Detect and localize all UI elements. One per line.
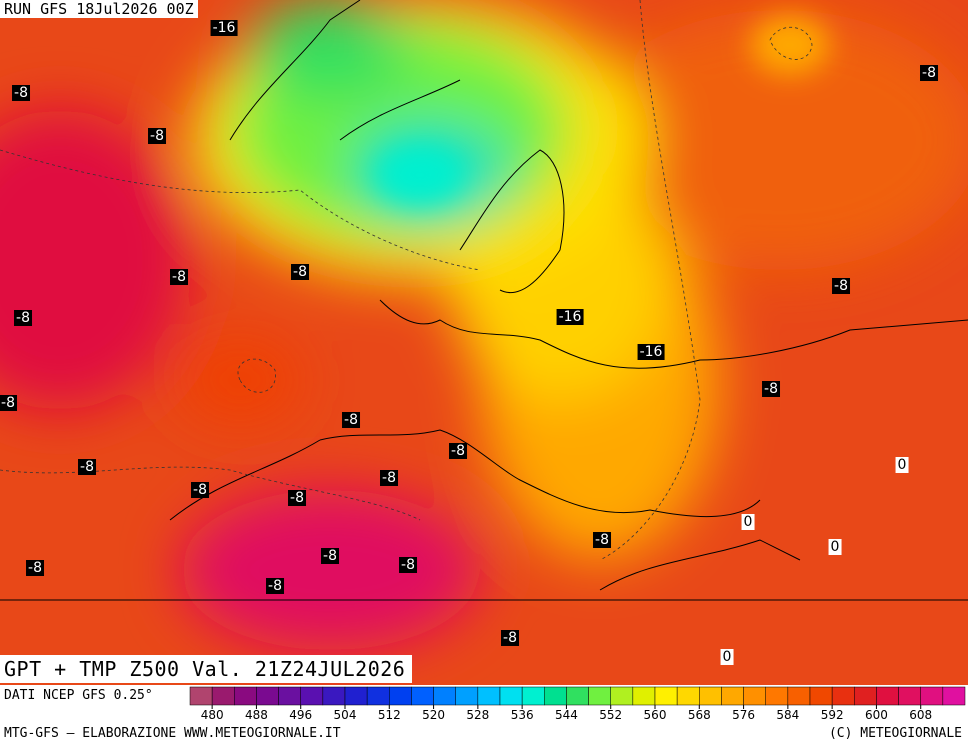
colorbar-swatch <box>433 686 456 706</box>
colorbar-tick-label: 584 <box>776 708 799 722</box>
temperature-label: -8 <box>501 630 519 646</box>
colorbar-tick-label: 608 <box>909 708 932 722</box>
temperature-label: -8 <box>191 482 209 498</box>
colorbar-swatch <box>189 686 213 706</box>
temperature-label: -16 <box>210 20 238 36</box>
temperature-label: -8 <box>12 85 30 101</box>
colorbar-swatch <box>300 686 324 706</box>
colorbar-tick-label: 480 <box>201 708 224 722</box>
colorbar-swatch <box>721 686 744 706</box>
colorbar-swatch <box>743 686 766 706</box>
temperature-label: -8 <box>148 128 166 144</box>
colorbar-tick-label: 488 <box>245 708 268 722</box>
temperature-label: 0 <box>741 514 755 530</box>
map-title: GPT + TMP Z500 Val. 21Z24JUL2026 <box>0 655 412 683</box>
colorbar-swatch <box>942 686 966 706</box>
colorbar-swatch <box>389 686 412 706</box>
colorbar-tick-label: 512 <box>378 708 401 722</box>
colorbar-swatch <box>322 686 346 706</box>
colorbar-swatch <box>676 686 700 706</box>
colorbar-swatch <box>521 686 545 706</box>
colorbar-swatch <box>831 686 855 706</box>
colorbar: 480 488 496 504 512 520 528 536 544 552 560 568 576 5… <box>189 686 966 722</box>
colorbar-swatch <box>654 686 678 706</box>
colorbar-swatch <box>544 686 567 706</box>
colorbar-swatch <box>588 686 611 706</box>
colorbar-swatch <box>787 686 811 706</box>
colorbar-tick-label: 536 <box>511 708 534 722</box>
source-note: DATI NCEP GFS 0.25° <box>4 688 153 703</box>
temperature-label: -8 <box>288 490 306 506</box>
colorbar-swatch <box>477 686 501 706</box>
colorbar-tick-label: 528 <box>466 708 489 722</box>
temperature-label: -8 <box>832 278 850 294</box>
map <box>0 0 968 685</box>
temperature-label: -8 <box>449 443 467 459</box>
credits-right: (C) METEOGIORNALE <box>828 726 962 741</box>
colorbar-swatch <box>499 686 523 706</box>
colorbar-swatch <box>366 686 390 706</box>
temperature-label: -8 <box>342 412 360 428</box>
temperature-label: -8 <box>0 395 17 411</box>
temperature-label: -8 <box>266 578 284 594</box>
temperature-label: -8 <box>399 557 417 573</box>
temperature-label: 0 <box>895 457 909 473</box>
temperature-label: -8 <box>170 269 188 285</box>
colorbar-swatch <box>610 686 634 706</box>
colorbar-tick-label: 496 <box>289 708 312 722</box>
colorbar-swatch <box>920 686 944 706</box>
colorbar-tick-label: 544 <box>555 708 578 722</box>
colorbar-swatch <box>809 686 833 706</box>
colorbar-tick-label: 576 <box>732 708 755 722</box>
run-header: RUN GFS 18Jul2026 00Z <box>0 0 198 18</box>
temperature-label: -8 <box>920 65 938 81</box>
colorbar-swatch <box>765 686 789 706</box>
temperature-label: -8 <box>14 310 32 326</box>
temperature-label: -8 <box>762 381 780 397</box>
temperature-label: -8 <box>321 548 339 564</box>
temperature-label: 0 <box>828 539 842 555</box>
colorbar-swatch <box>211 686 235 706</box>
temperature-label: -16 <box>556 309 584 325</box>
colorbar-tick-label: 560 <box>644 708 667 722</box>
credits-left: MTG-GFS — ELABORAZIONE WWW.METEOGIORNALE… <box>4 726 341 741</box>
colorbar-tick-label: 520 <box>422 708 445 722</box>
temperature-label: -8 <box>26 560 44 576</box>
colorbar-swatch <box>256 686 279 706</box>
temperature-label: -8 <box>380 470 398 486</box>
colorbar-swatch <box>632 686 656 706</box>
colorbar-tick-label: 600 <box>865 708 888 722</box>
colorbar-swatch <box>344 686 368 706</box>
colorbar-swatch <box>566 686 589 706</box>
temperature-label: 0 <box>720 649 734 665</box>
temperature-label: -8 <box>78 459 96 475</box>
colorbar-swatch <box>455 686 479 706</box>
colorbar-swatch <box>411 686 434 706</box>
colorbar-swatch <box>699 686 722 706</box>
temperature-label: -8 <box>593 532 611 548</box>
colorbar-tick-label: 568 <box>688 708 711 722</box>
colorbar-swatch <box>876 686 899 706</box>
temperature-label: -8 <box>291 264 309 280</box>
colorbar-tick-label: 504 <box>334 708 357 722</box>
colorbar-tick-label: 552 <box>599 708 622 722</box>
temperature-label: -16 <box>637 344 665 360</box>
colorbar-swatch <box>234 686 257 706</box>
colorbar-swatch <box>278 686 301 706</box>
colorbar-swatch <box>854 686 877 706</box>
colorbar-swatch <box>898 686 921 706</box>
colorbar-tick-label: 592 <box>821 708 844 722</box>
